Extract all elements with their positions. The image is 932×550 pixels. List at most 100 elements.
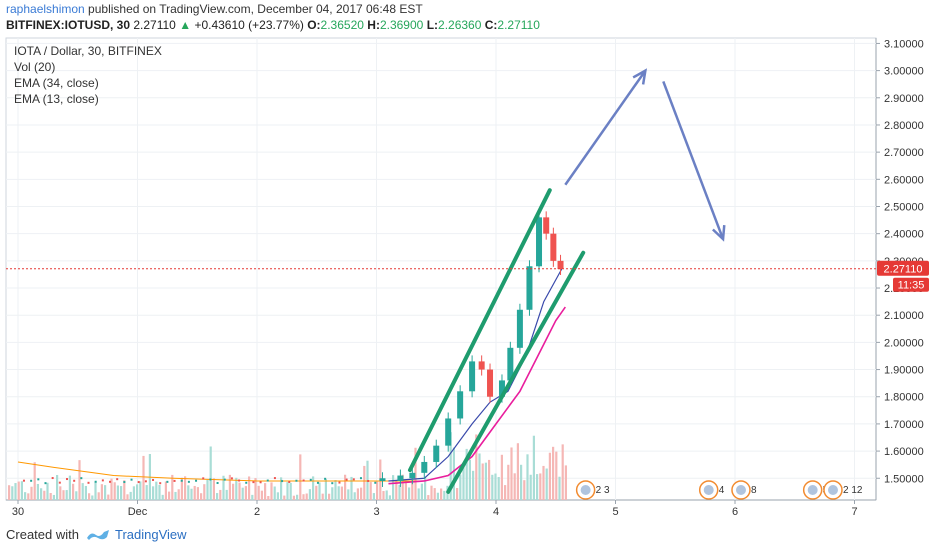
- volume-bar: [484, 462, 487, 500]
- legend-volume: Vol (20): [14, 60, 55, 74]
- candle: [22, 479, 25, 482]
- volume-bar: [136, 484, 139, 500]
- candle: [516, 309, 523, 348]
- volume-bar: [30, 486, 33, 500]
- candle: [338, 481, 341, 484]
- candle: [324, 477, 327, 480]
- volume-bar: [443, 490, 446, 500]
- last-price: 2.27110: [133, 18, 176, 32]
- volume-bar: [24, 492, 27, 500]
- volume-bar: [350, 476, 353, 500]
- volume-bar: [190, 488, 193, 500]
- volume-bar: [340, 486, 343, 500]
- candle: [238, 479, 241, 482]
- price-tick-label: 2.40000: [884, 229, 924, 241]
- price-tick-label: 2.80000: [884, 120, 924, 132]
- volume-bar: [321, 493, 324, 500]
- volume-bar: [520, 464, 523, 500]
- up-arrow-icon: ▲: [179, 18, 192, 32]
- volume-bar: [532, 435, 535, 500]
- volume-bar: [46, 482, 49, 500]
- channel-line: [407, 188, 552, 473]
- time-tick-label: 4: [493, 506, 499, 518]
- candle: [487, 369, 494, 397]
- plot-frame: [5, 37, 877, 501]
- channel-line: [446, 250, 586, 494]
- volume-bar: [241, 487, 244, 500]
- candle: [421, 461, 428, 473]
- volume-bar: [388, 495, 391, 500]
- candle: [116, 478, 119, 481]
- candle: [94, 480, 97, 483]
- last-price-box: [877, 260, 929, 276]
- candle: [379, 478, 386, 481]
- volume-bar: [472, 470, 475, 500]
- volume-bar: [20, 481, 23, 500]
- symbol-bar: BITFINEX:IOTUSD, 30 2.27110 ▲ +0.43610 (…: [6, 18, 540, 32]
- volume-bar: [353, 492, 356, 500]
- candle: [374, 481, 377, 484]
- legend-ema34: EMA (34, close): [14, 76, 99, 90]
- volume-bar: [273, 486, 276, 500]
- volume-bar: [507, 464, 510, 500]
- candle: [550, 233, 557, 261]
- volume-bar: [337, 486, 340, 500]
- volume-bar: [142, 455, 145, 500]
- candle: [469, 361, 476, 392]
- tradingview-brand[interactable]: TradingView: [85, 527, 187, 542]
- volume-bar: [88, 493, 91, 500]
- volume-bar: [363, 465, 366, 500]
- volume-bar: [219, 489, 222, 500]
- volume-bar: [264, 483, 267, 500]
- candle: [202, 477, 205, 480]
- candle: [173, 479, 176, 482]
- volume-bar: [75, 491, 78, 500]
- legend: IOTA / Dollar, 30, BITFINEX Vol (20) EMA…: [14, 44, 162, 106]
- volume-bar: [385, 490, 388, 500]
- volume-bar: [203, 484, 206, 500]
- time-tick-label: Dec: [128, 506, 148, 518]
- last-price-label: 2.27110: [884, 264, 923, 276]
- candle: [397, 475, 404, 481]
- flag-icon: [735, 485, 746, 495]
- author-link[interactable]: raphaelshimon: [6, 2, 85, 16]
- low-label: L:: [426, 18, 439, 32]
- candle: [281, 480, 284, 483]
- volume-bar: [417, 488, 420, 500]
- volume-bar: [356, 488, 359, 500]
- time-tick-label: 3: [373, 506, 379, 518]
- price-tick-label: 1.60000: [884, 446, 924, 458]
- volume-bar: [132, 486, 135, 500]
- volume-bar: [280, 477, 283, 500]
- volume-bar: [430, 485, 433, 500]
- volume-bar: [308, 489, 311, 500]
- volume-bar: [427, 495, 430, 500]
- price-tick-label: 3.10000: [884, 38, 924, 50]
- volume-bar: [200, 493, 203, 500]
- volume-bar: [52, 494, 55, 500]
- volume-bar: [382, 491, 385, 500]
- volume-bar: [139, 481, 142, 500]
- candle: [543, 217, 550, 234]
- price-tick-label: 1.90000: [884, 365, 924, 377]
- volume-bar: [542, 465, 545, 500]
- price-tick-label: 3.00000: [884, 66, 924, 78]
- volume-bar: [91, 495, 94, 500]
- volume-bar: [244, 486, 247, 500]
- volume-bar: [564, 465, 567, 500]
- price-axis[interactable]: 1.50000 1.60000 1.70000 1.80000 1.90000 2.000…: [876, 38, 924, 485]
- volume-bar: [65, 490, 68, 500]
- volume-bar: [36, 483, 39, 500]
- time-axis[interactable]: 30 Dec 2 3 4 5 6 7: [12, 500, 858, 518]
- flag-icon: [807, 485, 818, 495]
- volume-bar: [312, 476, 315, 500]
- volume-bar: [145, 485, 148, 500]
- volume-bar: [404, 481, 407, 500]
- tradingview-logo-icon: [86, 529, 109, 540]
- volume-bar: [296, 494, 299, 500]
- volume-bar: [488, 459, 491, 500]
- volume-bar: [62, 490, 65, 500]
- publish-text: published on TradingView.com, December 0…: [84, 2, 423, 16]
- candle: [259, 481, 262, 484]
